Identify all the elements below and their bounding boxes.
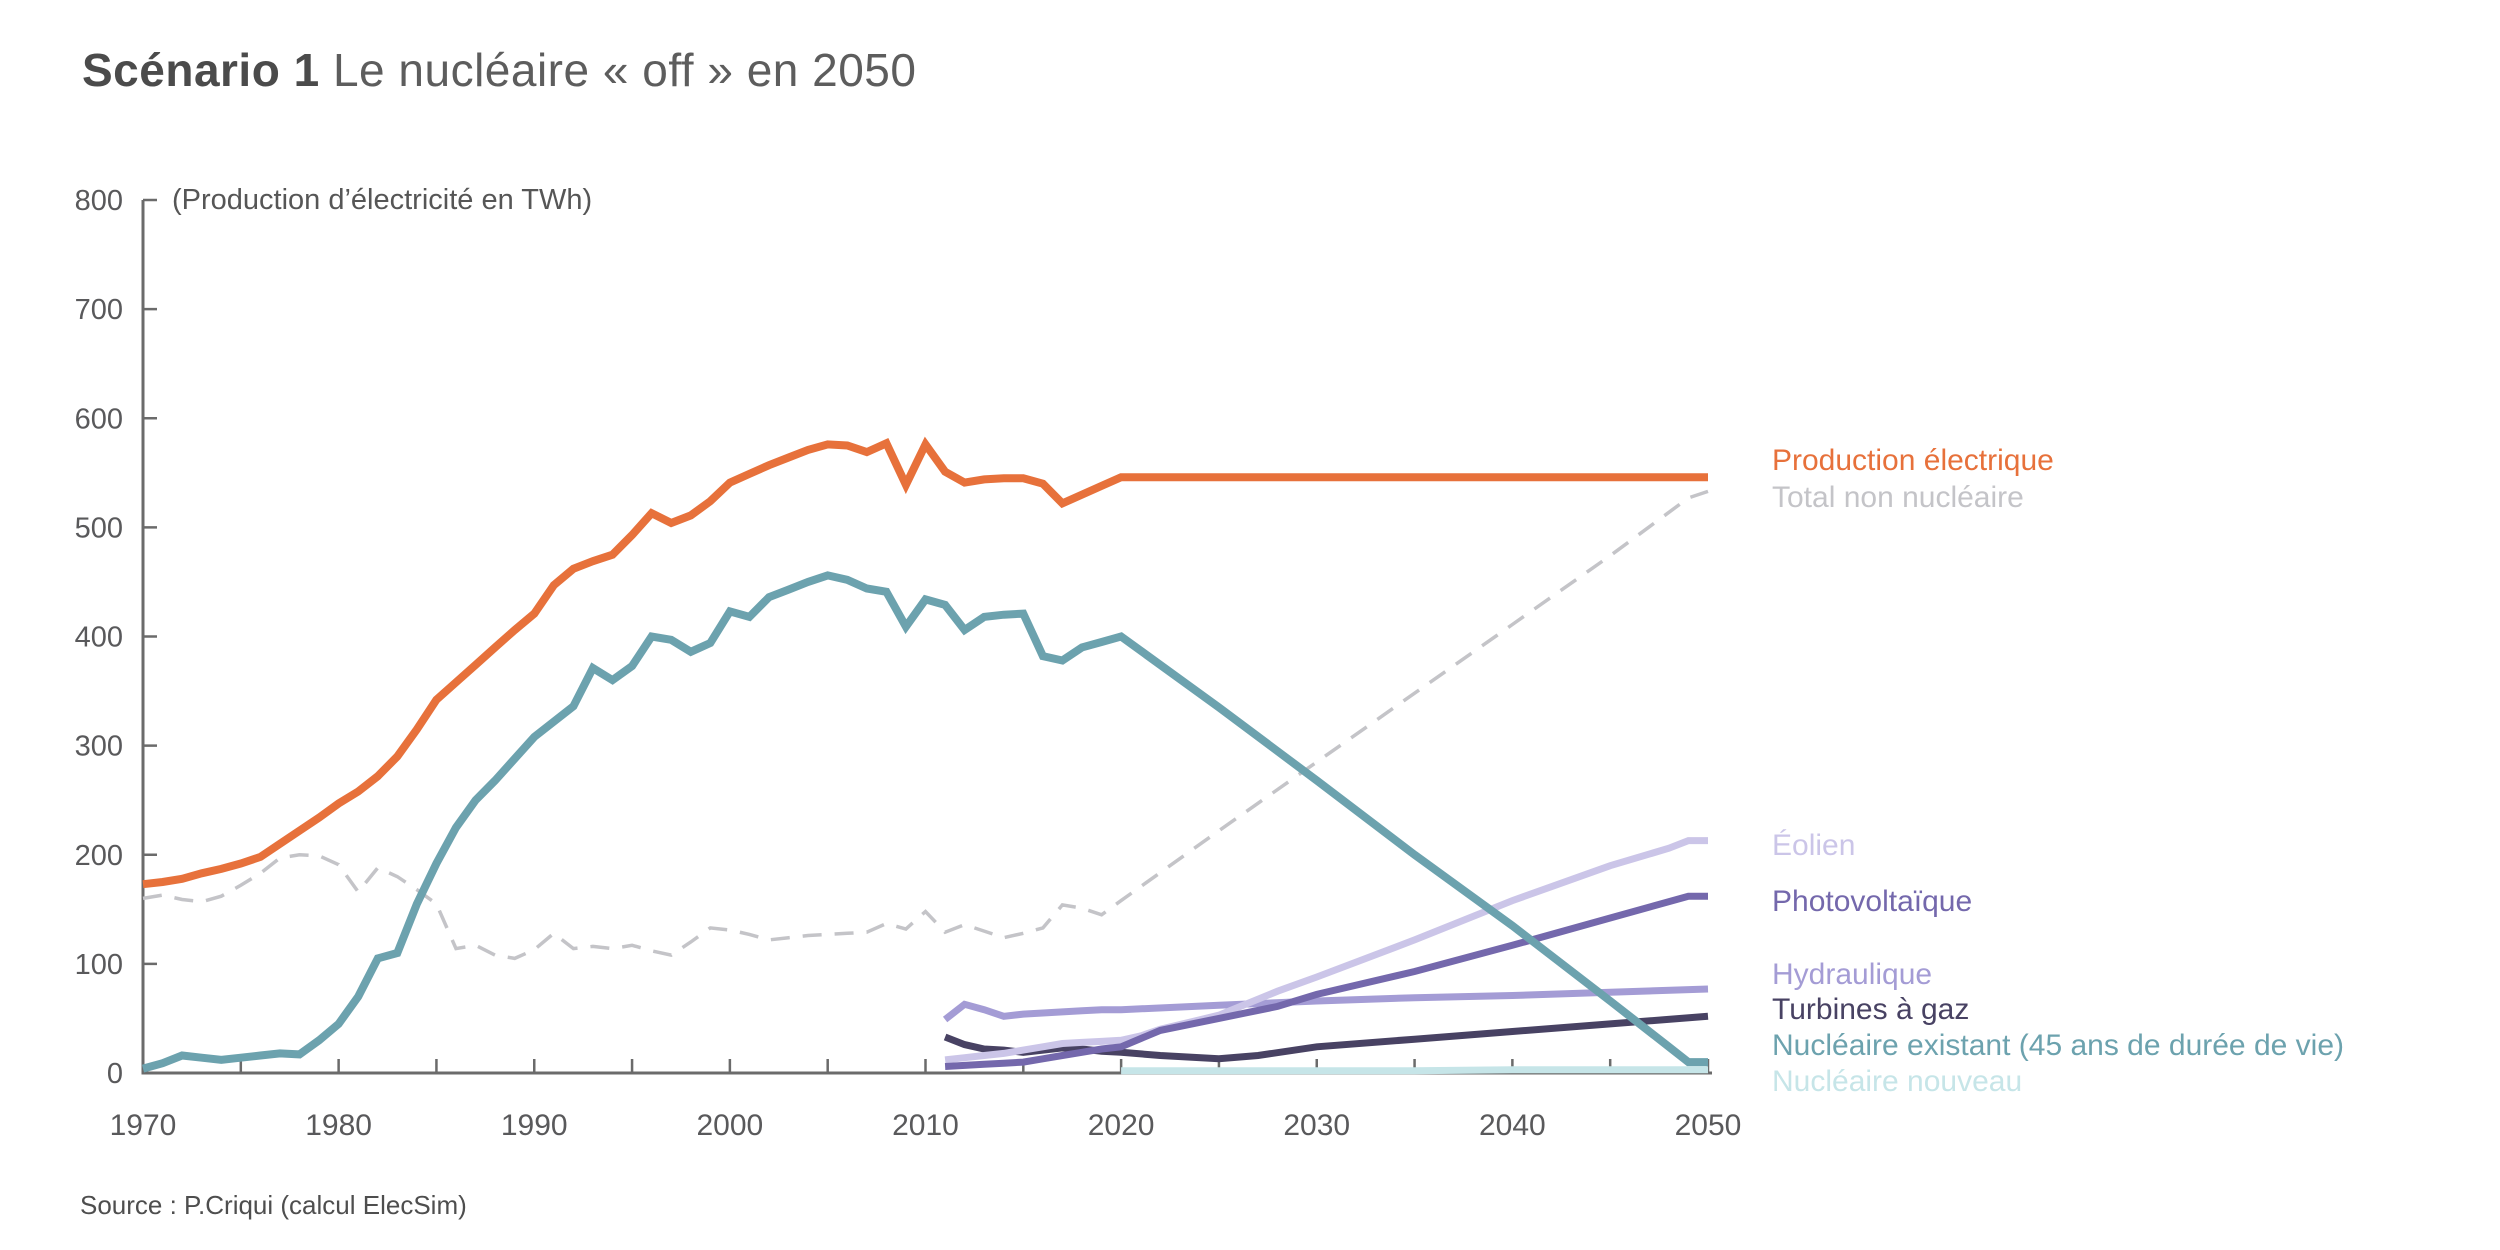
- y-tick-label: 600: [75, 403, 123, 435]
- x-tick-label: 2000: [697, 1109, 764, 1142]
- x-tick-label: 2010: [892, 1109, 959, 1142]
- y-tick-label: 800: [75, 185, 123, 217]
- page-title: Scénario 1 Le nucléaire « off » en 2050: [82, 42, 916, 98]
- y-tick-label: 400: [75, 622, 123, 654]
- series-turbines-a-gaz: [943, 1012, 1709, 1063]
- y-tick-label: 100: [75, 949, 123, 981]
- y-axis-unit-label: (Production d’électricité en TWh): [172, 184, 593, 216]
- series-production-electrique: [142, 436, 1708, 889]
- y-tick-label: 200: [75, 840, 123, 872]
- page-title-prefix: Scénario 1: [82, 44, 320, 96]
- series-nucleaire-nouveau: [1121, 1066, 1708, 1075]
- y-tick-label: 0: [107, 1058, 123, 1090]
- series-photovoltaique: [944, 892, 1708, 1070]
- x-tick-label: 1970: [110, 1109, 177, 1142]
- y-tick-label: 500: [75, 512, 123, 544]
- y-tick-label: 300: [75, 731, 123, 763]
- x-tick-label: 2050: [1675, 1109, 1742, 1142]
- x-tick-label: 2020: [1088, 1109, 1155, 1142]
- source-note: Source : P.Criqui (calcul ElecSim): [80, 1190, 467, 1220]
- x-tick-label: 1990: [501, 1109, 568, 1142]
- x-tick-label: 2040: [1479, 1109, 1546, 1142]
- page-title-rest: Le nucléaire « off » en 2050: [332, 44, 917, 96]
- series-total-non-nucleaire: [142, 489, 1709, 961]
- x-tick-label: 2030: [1283, 1109, 1350, 1142]
- x-tick-label: 1980: [305, 1109, 372, 1142]
- y-tick-label: 700: [75, 294, 123, 326]
- series-nucleaire-existant: [141, 571, 1708, 1073]
- series-hydraulique: [942, 985, 1709, 1023]
